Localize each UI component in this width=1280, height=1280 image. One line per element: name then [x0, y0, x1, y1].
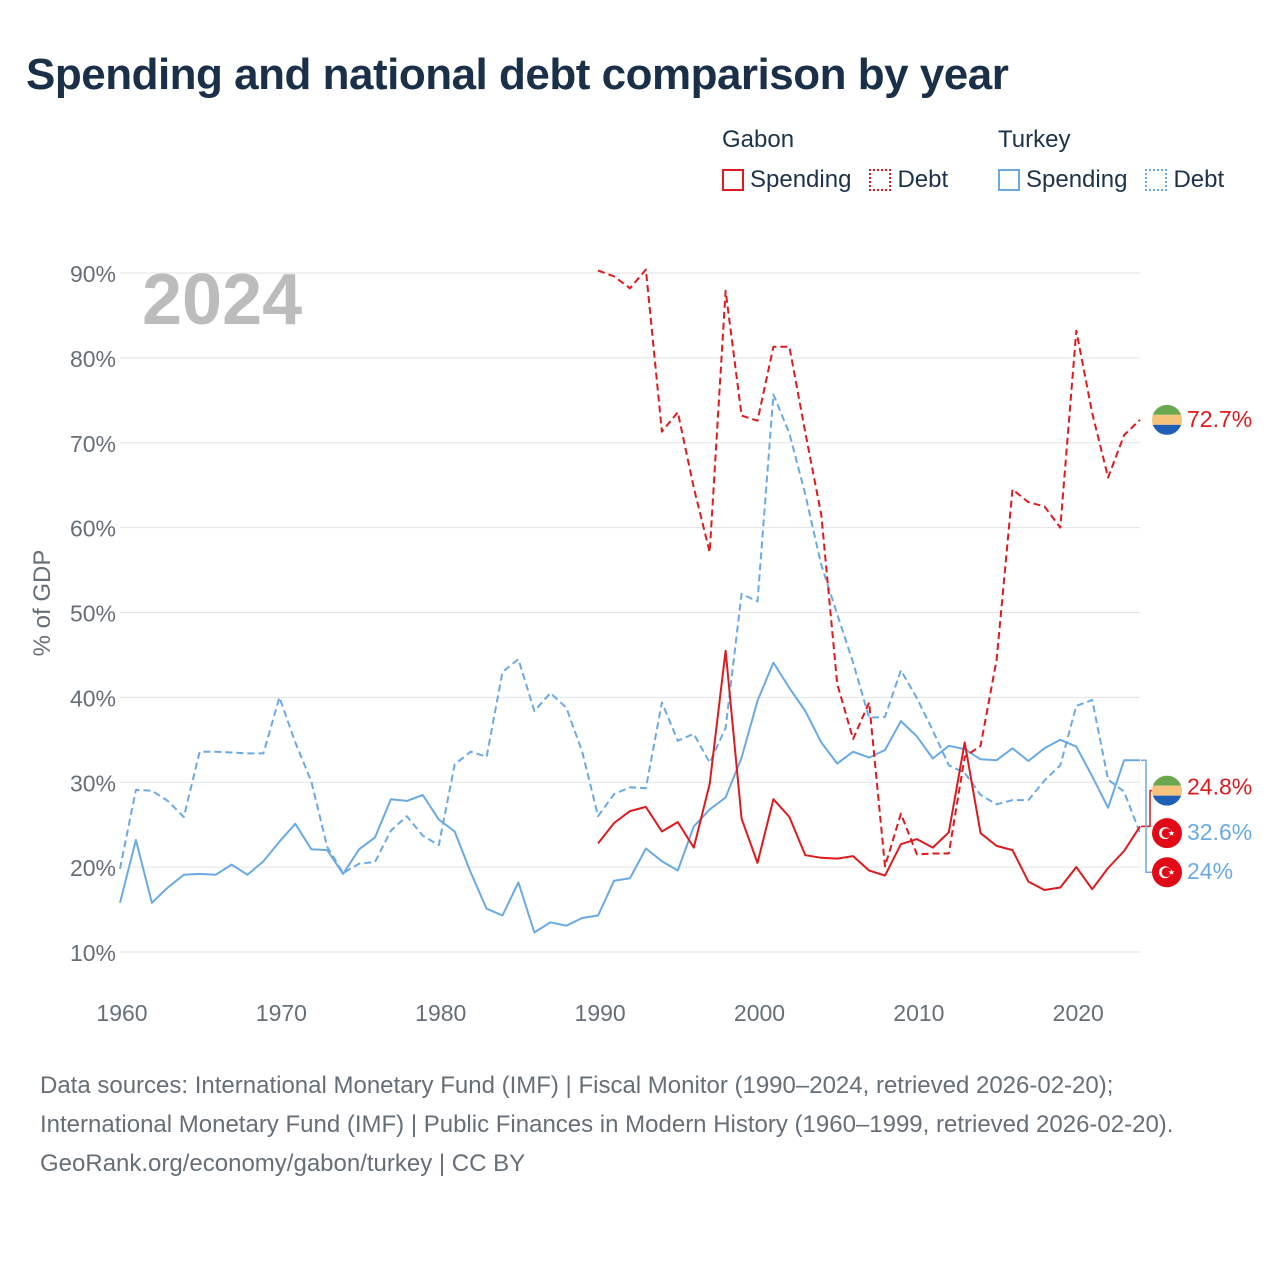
y-axis-ticks: 10% 20% 30% 40% 50% 60% 70% 80% 90% — [70, 261, 116, 966]
line-chart: 2024 10% 20% 30% 40% 50% 60% 70% 80% 90% 1960 197… — [29, 260, 1252, 1026]
turkey-flag-icon — [1152, 818, 1182, 849]
y-tick-label: 70% — [70, 431, 116, 457]
x-tick-label: 2000 — [734, 1000, 785, 1026]
connector-turkey-spending — [1141, 759, 1154, 873]
y-tick-label: 60% — [70, 516, 116, 542]
x-tick-label: 1980 — [415, 1000, 466, 1026]
turkey-flag-icon — [1152, 857, 1182, 888]
end-label-gabon-debt: 72.7% — [1187, 406, 1252, 432]
y-tick-label: 30% — [70, 770, 116, 796]
year-label: 2024 — [142, 260, 302, 340]
x-tick-label: 2020 — [1053, 1000, 1104, 1026]
legend-swatch-dotted — [1145, 169, 1168, 191]
end-label-turkey-debt: 32.6% — [1187, 819, 1252, 845]
legend-label-turkey-spending: Spending — [1026, 166, 1128, 193]
source-line-1: Data sources: International Monetary Fun… — [40, 1072, 1174, 1138]
x-tick-label: 1960 — [96, 1000, 147, 1026]
x-tick-label: 2010 — [893, 1000, 944, 1026]
chart-title: Spending and national debt comparison by… — [26, 50, 1009, 99]
y-tick-label: 40% — [70, 685, 116, 711]
series-line-gabon-debt[interactable] — [597, 268, 1141, 868]
x-axis-ticks: 1960 1970 1980 1990 2000 2010 2020 — [96, 1000, 1103, 1026]
series-line-turkey-spending[interactable] — [119, 661, 1140, 934]
gabon-flag-icon — [1152, 404, 1182, 435]
x-tick-label: 1970 — [256, 1000, 307, 1026]
grid-lines — [120, 272, 1140, 953]
legend-swatch-solid — [998, 169, 1020, 191]
y-tick-label: 20% — [70, 855, 116, 881]
x-tick-label: 1990 — [575, 1000, 626, 1026]
end-markers: 72.7% 32.6% 24.8% 24% — [1141, 404, 1252, 888]
series-lines — [119, 268, 1141, 934]
series-line-turkey-debt[interactable] — [119, 393, 1141, 875]
legend-item-gabon-spending[interactable]: Spending — [722, 166, 851, 194]
source-note: Data sources: International Monetary Fun… — [40, 1066, 1240, 1183]
connector-gabon-spending — [1141, 789, 1154, 828]
y-tick-label: 10% — [70, 940, 116, 966]
y-tick-label: 90% — [70, 261, 116, 287]
series-line-gabon-spending[interactable] — [597, 649, 1141, 891]
legend-label-turkey-debt: Debt — [1173, 166, 1225, 193]
source-line-2: GeoRank.org/economy/gabon/turkey | CC BY — [40, 1150, 526, 1177]
legend-group-turkey: Turkey Spending Debt — [998, 124, 1224, 194]
legend-item-turkey-spending[interactable]: Spending — [998, 166, 1127, 194]
legend-swatch-dotted — [869, 169, 892, 191]
legend-title-gabon: Gabon — [722, 126, 795, 153]
y-tick-label: 50% — [70, 601, 116, 627]
legend-item-turkey-debt[interactable]: Debt — [1145, 166, 1224, 194]
gabon-flag-icon — [1152, 775, 1182, 806]
end-label-turkey-spending: 24% — [1187, 858, 1233, 884]
end-label-gabon-spending: 24.8% — [1187, 774, 1252, 800]
y-tick-label: 80% — [70, 346, 116, 372]
legend-group-gabon: Gabon Spending Debt — [722, 124, 966, 194]
legend-title-turkey: Turkey — [998, 126, 1071, 153]
legend-item-gabon-debt[interactable]: Debt — [869, 166, 948, 194]
legend-label-gabon-debt: Debt — [897, 166, 949, 193]
legend-label-gabon-spending: Spending — [750, 166, 852, 193]
legend-swatch-solid — [722, 169, 744, 191]
y-axis-label: % of GDP — [29, 550, 56, 657]
